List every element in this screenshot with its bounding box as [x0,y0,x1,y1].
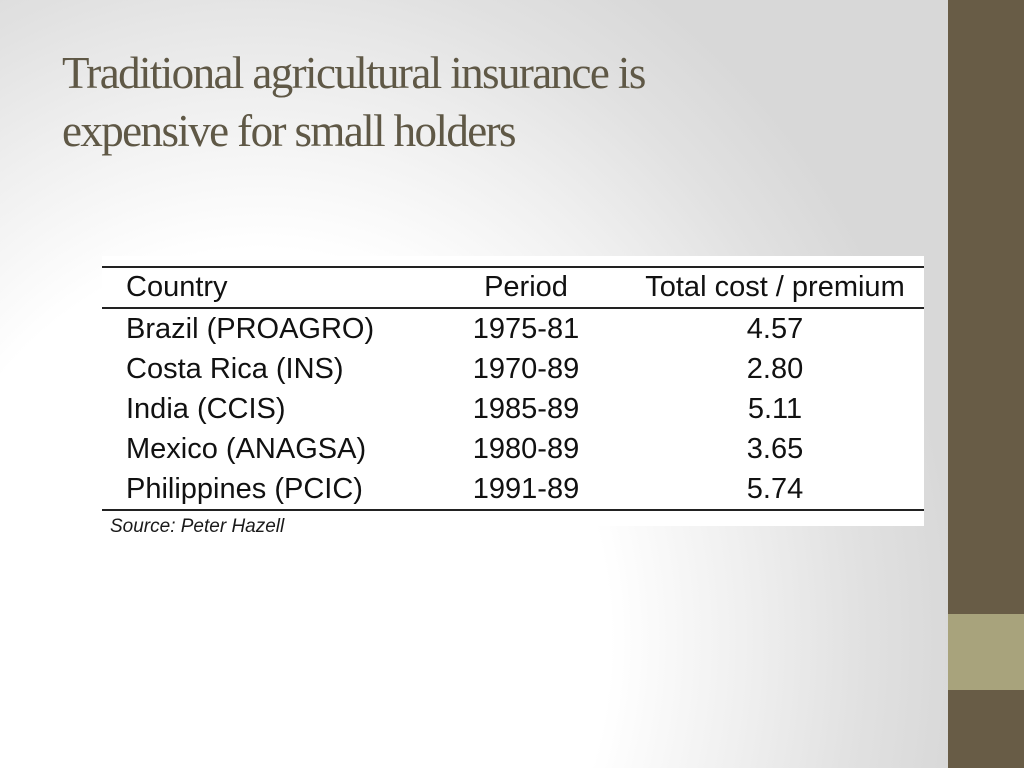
cell-period: 1991-89 [472,472,580,505]
cell-country: Brazil (PROAGRO) [126,312,375,345]
table-row: India (CCIS) 1985-89 5.11 [102,389,924,429]
table-row: Costa Rica (INS) 1970-89 2.80 [102,349,924,389]
header-country: Country [126,271,228,303]
source-caption: Source: Peter Hazell [110,516,285,537]
table-header-row: Country Period Total cost / premium [102,267,924,308]
table-row: Mexico (ANAGSA) 1980-89 3.65 [102,429,924,469]
table-image: Country Period Total cost / premium Braz… [102,256,924,526]
cell-period: 1975-81 [472,312,580,345]
cell-country: Costa Rica (INS) [126,352,344,385]
header-period: Period [484,271,568,303]
cell-period: 1980-89 [472,432,580,465]
table-row: Philippines (PCIC) 1991-89 5.74 [102,469,924,510]
cell-total-cost: 2.80 [746,352,804,385]
cell-total-cost: 5.74 [746,472,804,505]
side-decor-accent [948,614,1024,690]
cell-country: India (CCIS) [126,392,286,425]
cell-total-cost: 4.57 [746,312,804,345]
slide-title-line-2: expensive for small holders [62,106,517,156]
header-total-cost: Total cost / premium [645,271,905,303]
cell-country: Philippines (PCIC) [126,472,363,505]
table-row: Brazil (PROAGRO) 1975-81 4.57 [102,308,924,349]
table-header: Country Period Total cost / premium [102,267,924,308]
cell-period: 1970-89 [472,352,580,385]
slide-title-line-1: Traditional agricultural insurance is [62,48,646,98]
insurance-cost-table: Country Period Total cost / premium Braz… [102,266,924,511]
cell-total-cost: 3.65 [746,432,804,465]
cell-total-cost: 5.11 [747,392,803,425]
table-body: Brazil (PROAGRO) 1975-81 4.57 Costa Rica… [102,308,924,510]
slide-title: Traditional agricultural insurance is ex… [62,44,882,160]
cell-country: Mexico (ANAGSA) [126,432,367,465]
cell-period: 1985-89 [472,392,580,425]
